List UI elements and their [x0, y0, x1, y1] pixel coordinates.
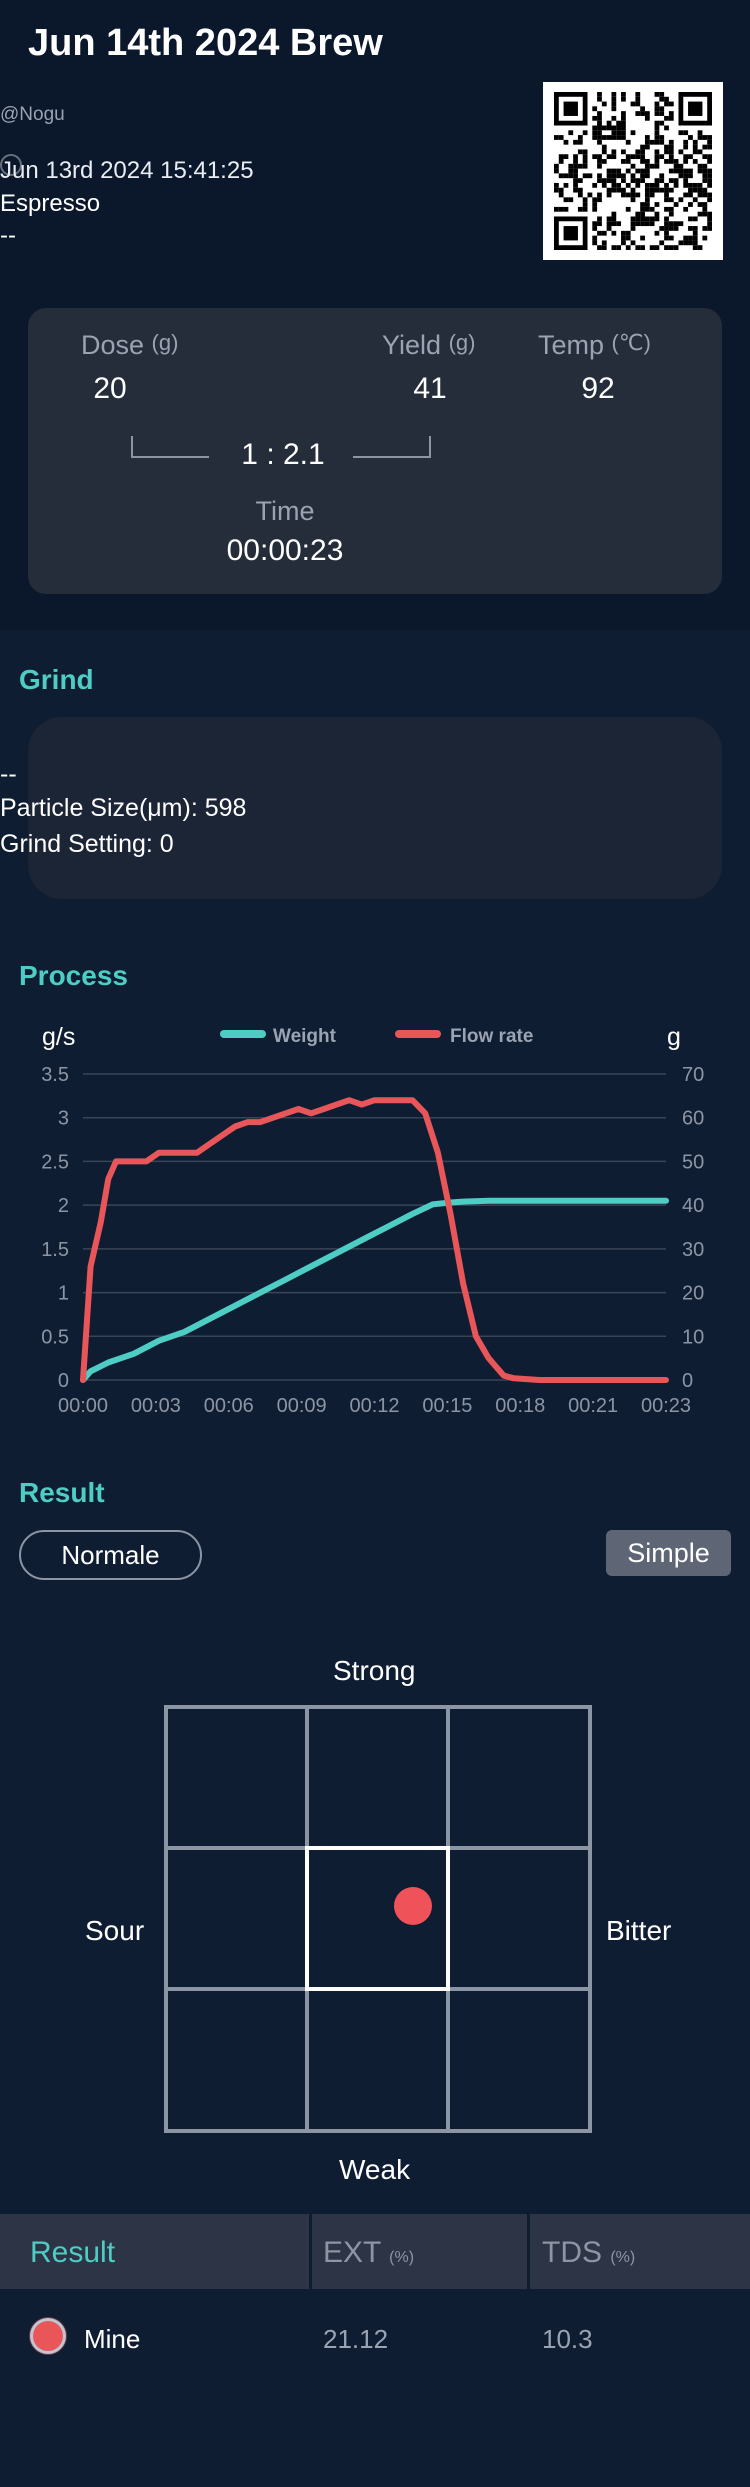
taste-sour-label: Sour [85, 1915, 145, 1946]
left-tick-label: 1 [58, 1283, 69, 1305]
brew-ratio: 1 : 2.1 [241, 438, 325, 471]
temp-label-text: Temp [538, 330, 605, 360]
left-axis-label: g/s [42, 1023, 75, 1051]
simple-button[interactable]: Simple [606, 1530, 731, 1576]
legend-flow-swatch [395, 1030, 441, 1038]
result-section-title: Result [19, 1477, 105, 1508]
right-tick-label: 0 [682, 1370, 693, 1392]
mine-marker-icon [30, 2318, 66, 2354]
right-tick-label: 10 [682, 1326, 704, 1348]
x-tick-label: 00:06 [204, 1395, 254, 1417]
brew-params-card: Dose (g) 20 Yield (g) 41 Temp (℃) 92 1 :… [28, 308, 722, 594]
author-handle: @Nogu [0, 104, 65, 125]
left-tick-label: 3 [58, 1108, 69, 1130]
page-title: Jun 14th 2024 Brew [28, 22, 383, 64]
left-tick-label: 2 [58, 1195, 69, 1217]
flow-rate-series-line [80, 1097, 669, 1383]
right-tick-label: 70 [682, 1064, 704, 1086]
process-chart-svg: 0 0.5 1 1.5 2 2.5 3 3.5 0 10 20 30 40 50 60 70 00:00 00:0… [41, 1023, 704, 1417]
qr-code-icon [554, 92, 712, 250]
legend-flow-label: Flow rate [450, 1026, 533, 1047]
weight-series-line [80, 1197, 669, 1383]
dose-value: 20 [93, 372, 127, 405]
temp-unit: (℃) [611, 330, 651, 355]
user-icon [0, 154, 22, 176]
taste-marker [394, 1887, 432, 1925]
qr-code [543, 82, 723, 260]
temp-value: 92 [581, 372, 615, 405]
tds-header-text: TDS [542, 2236, 602, 2269]
time-value: 00:00:23 [226, 534, 344, 567]
left-tick-label: 1.5 [41, 1239, 69, 1261]
x-tick-label: 00:15 [422, 1395, 472, 1417]
ext-column-header: EXT (%) [323, 2236, 414, 2270]
tds-column-header: TDS (%) [542, 2236, 635, 2270]
dose-unit: (g) [151, 330, 179, 355]
taste-grid-center [305, 1846, 450, 1991]
x-tick-label: 00:12 [349, 1395, 399, 1417]
grinder-name: -- [0, 760, 17, 788]
taste-strong-label: Strong [333, 1655, 416, 1686]
right-axis-label: g [667, 1023, 681, 1051]
grind-card [28, 717, 722, 899]
ratio-bracket-right [353, 436, 431, 458]
yield-label-text: Yield [382, 330, 442, 360]
grind-setting: Grind Setting: 0 [0, 830, 174, 858]
dose-label-text: Dose [81, 330, 145, 360]
ext-header-cell [312, 2214, 527, 2289]
taste-grid-outer [164, 1705, 592, 2133]
time-label: Time [255, 496, 315, 526]
legend-weight-label: Weight [273, 1026, 337, 1047]
taste-grid[interactable] [163, 1704, 593, 2134]
brew-header: Jun 14th 2024 Brew @Nogu Jun 13rd 2024 1… [0, 0, 750, 630]
x-tick-label: 00:21 [568, 1395, 618, 1417]
yield-label: Yield (g) [382, 330, 475, 361]
taste-weak-label: Weak [339, 2154, 411, 2185]
legend-weight-swatch [220, 1030, 266, 1038]
process-section-title: Process [19, 960, 128, 991]
temp-label: Temp (℃) [538, 330, 651, 361]
right-tick-label: 20 [682, 1283, 704, 1305]
mine-ext-value: 21.12 [323, 2324, 389, 2354]
process-chart: 0 0.5 1 1.5 2 2.5 3 3.5 0 10 20 30 40 50 60 70 00:00 00:0… [0, 1010, 750, 1430]
left-tick-label: 0 [58, 1370, 69, 1392]
x-tick-label: 00:00 [58, 1395, 108, 1417]
mine-label: Mine [84, 2324, 141, 2354]
bean-name: -- [0, 222, 16, 249]
ext-header-text: EXT [323, 2236, 381, 2269]
left-tick-label: 3.5 [41, 1064, 69, 1086]
dose-label: Dose (g) [81, 330, 178, 361]
result-column-header: Result [30, 2236, 116, 2269]
x-tick-label: 00:23 [641, 1395, 691, 1417]
result-header-cell [0, 2214, 309, 2289]
tds-header-cell [530, 2214, 750, 2289]
particle-size: Particle Size(μm): 598 [0, 794, 247, 822]
mine-tds-value: 10.3 [542, 2324, 593, 2354]
x-tick-label: 00:18 [495, 1395, 545, 1417]
x-tick-label: 00:03 [131, 1395, 181, 1417]
x-tick-label: 00:09 [277, 1395, 327, 1417]
tds-unit: (%) [610, 2249, 636, 2266]
right-tick-label: 30 [682, 1239, 704, 1261]
brew-method: Espresso [0, 190, 101, 217]
ratio-bracket-left [131, 436, 209, 458]
left-tick-label: 2.5 [41, 1151, 69, 1173]
ext-unit: (%) [389, 2249, 415, 2266]
yield-unit: (g) [448, 330, 476, 355]
yield-value: 41 [413, 372, 447, 405]
right-tick-label: 60 [682, 1108, 704, 1130]
left-tick-label: 0.5 [41, 1326, 69, 1348]
right-tick-label: 50 [682, 1151, 704, 1173]
normal-button[interactable]: Normale [19, 1530, 202, 1580]
right-tick-label: 40 [682, 1195, 704, 1217]
taste-bitter-label: Bitter [606, 1915, 672, 1946]
grind-section-title: Grind [19, 664, 94, 695]
brew-datetime: Jun 13rd 2024 15:41:25 [0, 157, 254, 184]
